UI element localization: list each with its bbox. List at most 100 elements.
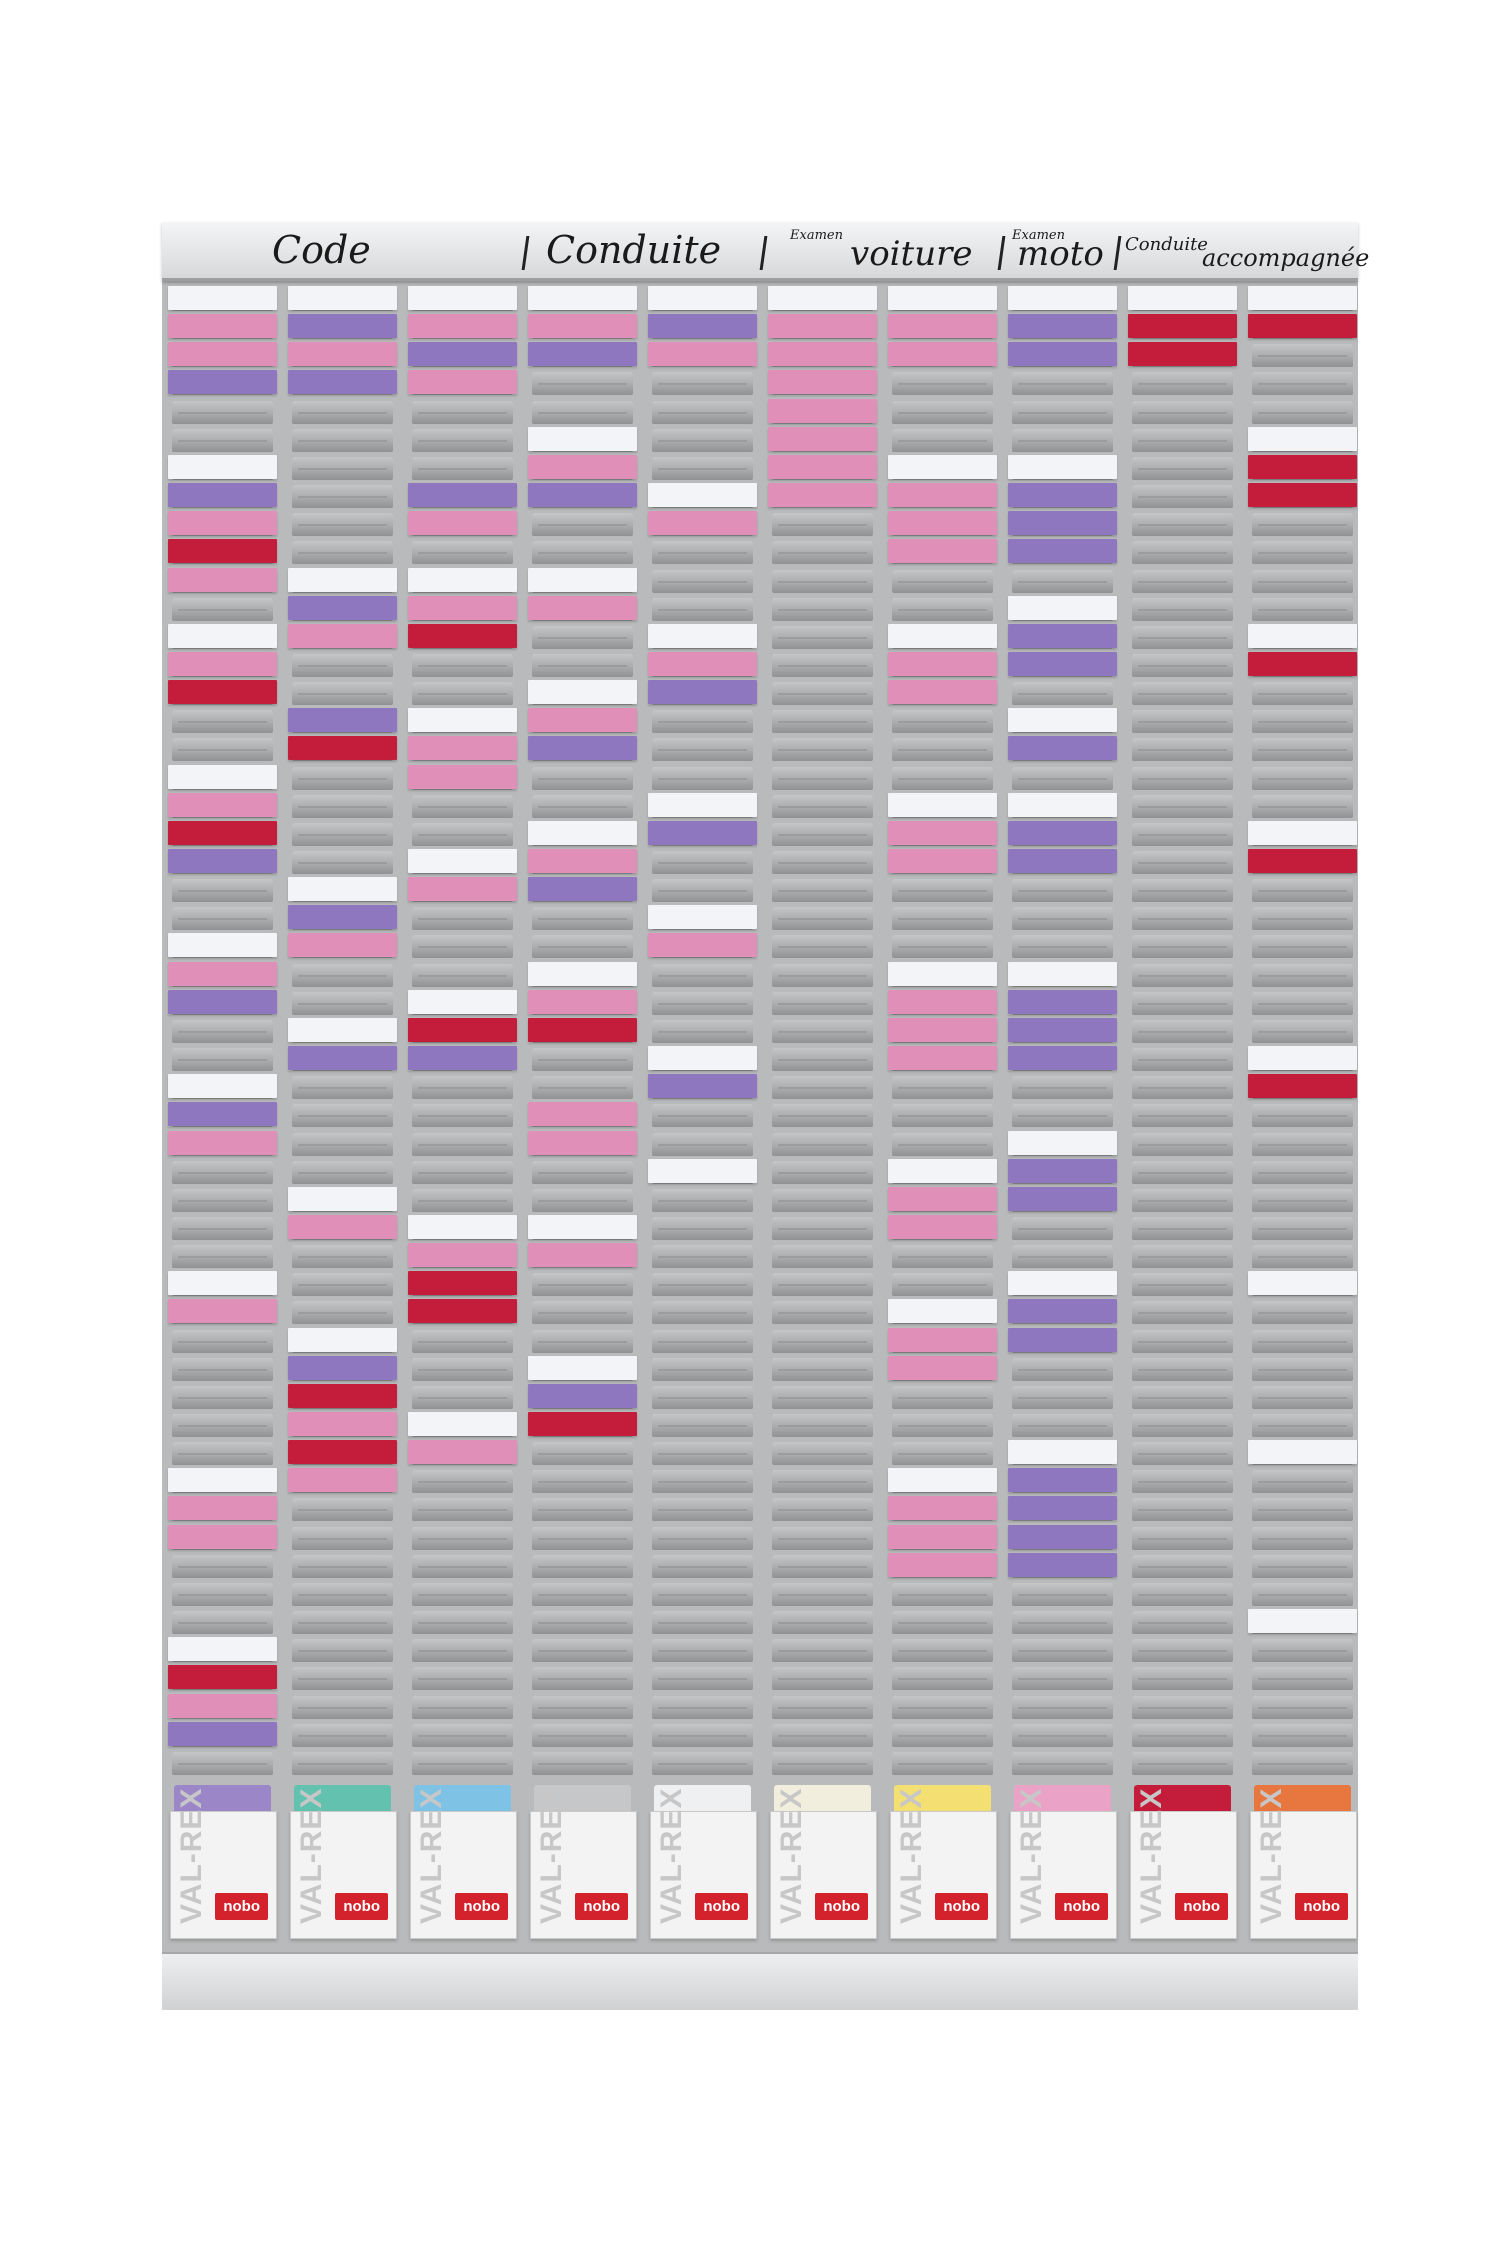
planning-card[interactable] [288,1017,397,1042]
planning-card[interactable] [168,1693,277,1718]
planning-card[interactable] [888,680,997,705]
planning-card[interactable] [408,1440,517,1465]
planning-card[interactable] [648,623,757,648]
planning-card[interactable] [168,792,277,817]
planning-card[interactable] [1008,454,1117,479]
planning-card[interactable] [648,820,757,845]
planning-card[interactable] [1008,1299,1117,1324]
planning-card[interactable] [288,1214,397,1239]
planning-card[interactable] [1008,1524,1117,1549]
planning-card[interactable] [1248,483,1357,508]
planning-card[interactable] [288,1355,397,1380]
planning-card[interactable] [1008,989,1117,1014]
planning-card[interactable] [1008,1186,1117,1211]
planning-card[interactable] [1248,1609,1357,1634]
holder-3[interactable]: VAL-REX nobo [408,1785,517,1945]
planning-card[interactable] [768,342,877,367]
planning-card[interactable] [888,623,997,648]
planning-card[interactable] [168,1468,277,1493]
planning-card[interactable] [528,567,637,592]
planning-card[interactable] [288,342,397,367]
planning-card[interactable] [528,1355,637,1380]
planning-card[interactable] [888,1017,997,1042]
planning-card[interactable] [648,680,757,705]
planning-card[interactable] [168,1637,277,1662]
planning-card[interactable] [408,511,517,536]
planning-card[interactable] [168,1130,277,1155]
planning-card[interactable] [1008,1271,1117,1296]
planning-card[interactable] [528,1130,637,1155]
planning-card[interactable] [648,342,757,367]
planning-card[interactable] [168,1665,277,1690]
planning-card[interactable] [408,736,517,761]
planning-card[interactable] [168,370,277,395]
planning-card[interactable] [168,1299,277,1324]
planning-card[interactable] [288,370,397,395]
planning-card[interactable] [168,1074,277,1099]
planning-card[interactable] [168,483,277,508]
planning-card[interactable] [1128,286,1237,310]
planning-card[interactable] [888,1158,997,1183]
holder-8[interactable]: VAL-REX nobo [1008,1785,1117,1945]
planning-card[interactable] [528,426,637,451]
planning-card[interactable] [1008,849,1117,873]
planning-card[interactable] [1008,1017,1117,1042]
planning-card[interactable] [888,483,997,508]
planning-card[interactable] [1248,314,1357,339]
planning-card[interactable] [408,567,517,592]
planning-card[interactable] [1008,961,1117,986]
planning-card[interactable] [528,1383,637,1408]
planning-card[interactable] [1248,1074,1357,1099]
planning-card[interactable] [168,342,277,367]
planning-card[interactable] [408,342,517,367]
planning-card[interactable] [648,511,757,536]
planning-card[interactable] [1248,651,1357,676]
planning-card[interactable] [168,454,277,479]
planning-card[interactable] [1008,511,1117,536]
planning-card[interactable] [528,1102,637,1127]
planning-card[interactable] [1008,314,1117,339]
planning-card[interactable] [408,314,517,339]
planning-card[interactable] [408,1412,517,1436]
planning-card[interactable] [768,398,877,423]
planning-card[interactable] [1128,342,1237,367]
planning-card[interactable] [288,567,397,592]
planning-card[interactable] [888,820,997,845]
planning-card[interactable] [168,511,277,536]
planning-card[interactable] [288,286,397,310]
planning-card[interactable] [168,961,277,986]
planning-card[interactable] [288,1327,397,1352]
planning-card[interactable] [168,314,277,339]
planning-card[interactable] [1008,1440,1117,1465]
planning-card[interactable] [528,454,637,479]
planning-card[interactable] [528,736,637,761]
holder-2[interactable]: VAL-REX nobo [288,1785,397,1945]
planning-card[interactable] [528,342,637,367]
planning-card[interactable] [1248,1440,1357,1465]
planning-card[interactable] [768,314,877,339]
planning-card[interactable] [1008,708,1117,733]
planning-card[interactable] [168,539,277,564]
planning-card[interactable] [408,286,517,310]
planning-card[interactable] [768,483,877,508]
planning-card[interactable] [1008,595,1117,620]
planning-card[interactable] [648,286,757,310]
planning-card[interactable] [648,933,757,958]
planning-card[interactable] [888,286,997,310]
planning-card[interactable] [408,1299,517,1324]
planning-card[interactable] [888,1468,997,1493]
holder-10[interactable]: VAL-REX nobo [1248,1785,1357,1945]
planning-card[interactable] [528,849,637,873]
planning-card[interactable] [648,1158,757,1183]
planning-card[interactable] [1248,623,1357,648]
planning-card[interactable] [888,1214,997,1239]
planning-card[interactable] [288,877,397,902]
planning-card[interactable] [1248,849,1357,873]
planning-card[interactable] [408,877,517,902]
planning-card[interactable] [408,370,517,395]
planning-card[interactable] [528,989,637,1014]
planning-card[interactable] [1008,1496,1117,1521]
planning-card[interactable] [648,1046,757,1071]
planning-card[interactable] [168,764,277,789]
planning-card[interactable] [888,1327,997,1352]
